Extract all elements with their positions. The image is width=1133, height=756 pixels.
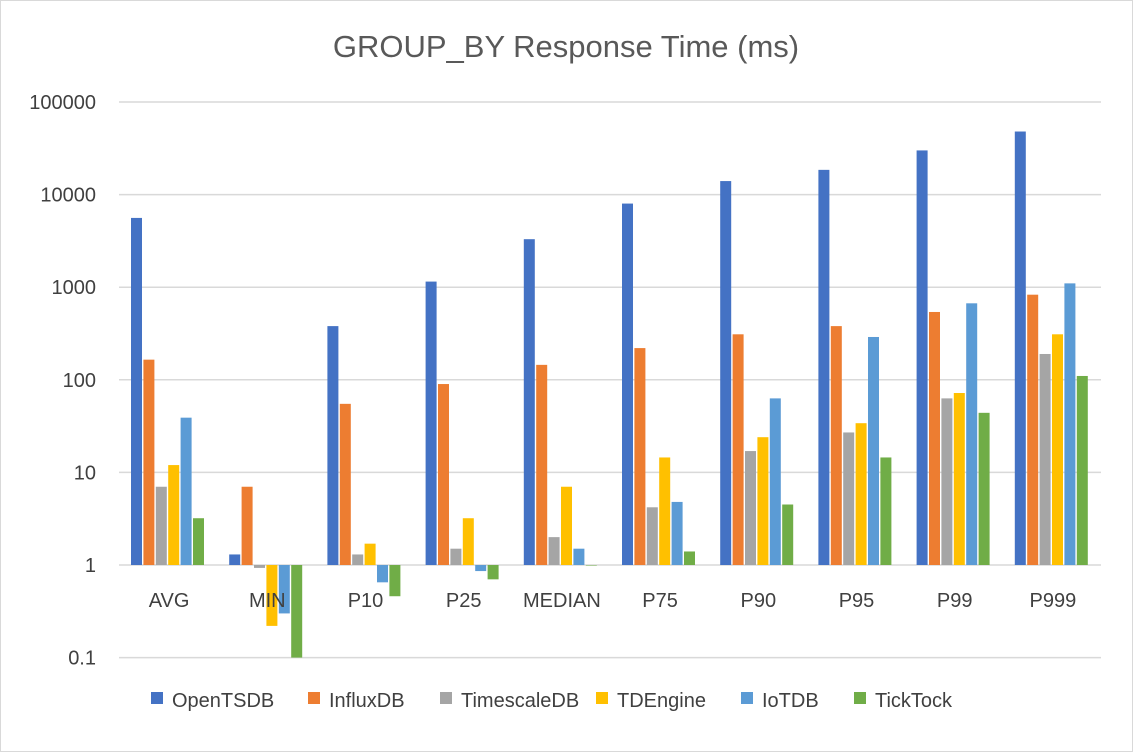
bar (880, 457, 892, 565)
y-tick-label: 100 (63, 370, 96, 392)
bar (180, 417, 192, 565)
bar (745, 451, 756, 565)
bar (131, 217, 142, 566)
bar (1014, 131, 1026, 565)
bar (377, 565, 388, 583)
bar (769, 398, 781, 565)
bar (229, 554, 241, 565)
bar (266, 565, 278, 626)
y-tick-label: 1000 (52, 277, 97, 299)
bar (291, 565, 303, 658)
bar (1039, 353, 1051, 565)
bar (475, 565, 487, 572)
bar (536, 364, 548, 565)
legend-label: IoTDB (762, 690, 819, 712)
x-tick-label: P90 (741, 590, 777, 612)
bar (450, 548, 462, 565)
legend-swatch (440, 692, 452, 704)
x-tick-label: MEDIAN (523, 590, 601, 612)
legend-label: InfluxDB (329, 690, 405, 712)
bar (757, 437, 769, 565)
bar (782, 504, 794, 565)
x-tick-label: P95 (839, 590, 875, 612)
legend-label: OpenTSDB (172, 690, 274, 712)
x-tick-label: AVG (149, 590, 190, 612)
chart-title: GROUP_BY Response Time (ms) (333, 29, 799, 64)
legend-label: TickTock (875, 690, 953, 712)
bar (953, 393, 965, 565)
bar (241, 486, 253, 565)
legend-label: TimescaleDB (461, 690, 579, 712)
bar (646, 507, 658, 565)
x-tick-label: P99 (937, 590, 973, 612)
bar (1052, 334, 1063, 565)
legend-swatch (596, 692, 608, 704)
bar (523, 239, 535, 565)
bar (254, 565, 265, 568)
bar (425, 281, 437, 565)
bar (671, 501, 683, 565)
x-tick-label: P25 (446, 590, 482, 612)
bar (585, 565, 597, 566)
legend-swatch (151, 692, 163, 704)
legend-swatch (308, 692, 320, 704)
bar (573, 548, 585, 565)
bar (193, 518, 204, 565)
bar (1064, 283, 1076, 565)
y-tick-label: 1 (85, 555, 96, 577)
bar (659, 457, 671, 565)
legend-label: TDEngine (617, 690, 706, 712)
bar (622, 203, 633, 565)
legend: OpenTSDB InfluxDB TimescaleDB TDEngine IoTDB… (151, 690, 953, 712)
y-tick-label: 0.1 (68, 648, 96, 670)
gridlines (119, 101, 1101, 659)
bar (462, 518, 474, 565)
bar (818, 169, 830, 566)
bar (634, 348, 646, 565)
x-tick-label: P10 (348, 590, 384, 612)
x-tick-label: P999 (1030, 590, 1077, 612)
bar (389, 565, 401, 597)
legend-swatch (741, 692, 753, 704)
bar (561, 486, 572, 565)
bar (732, 334, 744, 565)
bar (941, 398, 953, 565)
bars (131, 131, 1088, 658)
bar (327, 326, 339, 565)
bar (978, 412, 990, 565)
bar (916, 150, 928, 566)
y-tick-label: 10 (74, 462, 96, 484)
bar (843, 432, 855, 565)
bar (364, 543, 376, 565)
bar (487, 565, 499, 580)
bar (155, 486, 167, 565)
bar (438, 384, 449, 565)
y-axis-ticks: 0.1 1 10 100 1000 10000 100000 (29, 92, 96, 670)
bar (929, 311, 940, 565)
y-tick-label: 100000 (29, 92, 96, 114)
bar (278, 565, 290, 614)
bar (966, 303, 978, 565)
x-tick-label: P75 (642, 590, 678, 612)
bar (352, 554, 364, 565)
bar (855, 423, 867, 565)
x-tick-label: MIN (249, 590, 286, 612)
bar (720, 181, 732, 565)
bar (1027, 294, 1039, 565)
legend-swatch (854, 692, 866, 704)
bar (143, 359, 155, 565)
bar (830, 326, 842, 565)
bar (548, 537, 560, 565)
y-tick-label: 10000 (40, 185, 96, 207)
bar (1076, 375, 1088, 565)
bar (868, 336, 879, 565)
bar (168, 465, 180, 565)
bar (339, 403, 351, 565)
bar (684, 551, 695, 565)
x-axis-ticks: AVG MIN P10 P25 MEDIAN P75 P90 P95 P99 P999 (149, 590, 1077, 612)
